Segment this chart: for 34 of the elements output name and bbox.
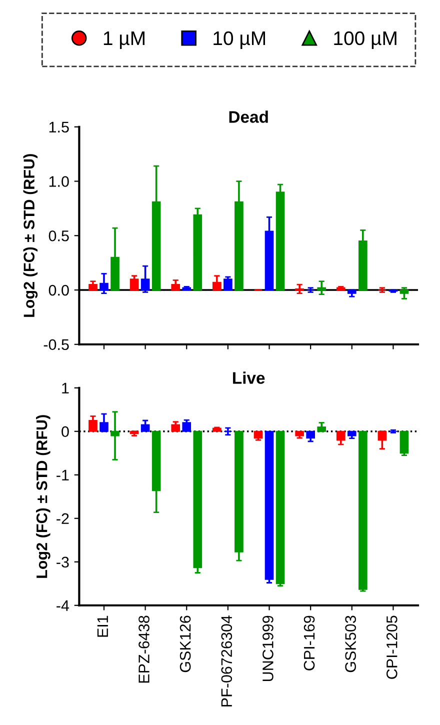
- chart-title: Dead: [229, 110, 268, 123]
- bar: [264, 430, 274, 580]
- bar: [193, 430, 202, 568]
- y-tick-label: -4: [56, 600, 70, 611]
- bar: [224, 278, 232, 291]
- bar: [358, 430, 368, 590]
- bar: [88, 420, 98, 432]
- x-tick-label: CPI-169: [304, 616, 315, 670]
- x-tick-label: GSK503: [345, 616, 356, 672]
- y-tick-label: 0.0: [48, 284, 69, 296]
- legend-label: 10 µM: [214, 31, 265, 49]
- bar: [400, 430, 409, 454]
- y-tick-label: 1.5: [49, 122, 69, 133]
- y-tick-label: 0.5: [48, 230, 69, 242]
- y-axis-title: Log2 (FC) ± STD (RFU): [23, 154, 38, 317]
- legend-label: 100 µM: [334, 31, 396, 49]
- x-tick-label: CPI-1205: [386, 616, 398, 679]
- x-tick-label: GSK126: [180, 616, 191, 672]
- y-tick-label: -3: [56, 556, 69, 568]
- x-tick-label: EI1: [97, 616, 108, 637]
- bar: [182, 422, 192, 432]
- y-axis-title: Log2 (FC) ± STD (RFU): [36, 415, 50, 578]
- bar: [276, 430, 285, 584]
- y-tick-label: 1.0: [49, 176, 69, 187]
- y-tick-label: -2: [56, 513, 69, 524]
- chart-title: Live: [233, 372, 265, 384]
- y-tick-label: -1: [56, 470, 69, 480]
- legend-label: 1 µM: [104, 32, 144, 49]
- y-tick-label: -0.5: [44, 339, 69, 350]
- x-tick-label: UNC1999: [262, 616, 274, 681]
- x-tick-label: PF-06726304: [221, 616, 232, 706]
- y-tick-label: 0: [62, 426, 69, 438]
- x-tick-label: EPZ-6438: [138, 616, 150, 683]
- y-tick-label: 1: [62, 382, 69, 394]
